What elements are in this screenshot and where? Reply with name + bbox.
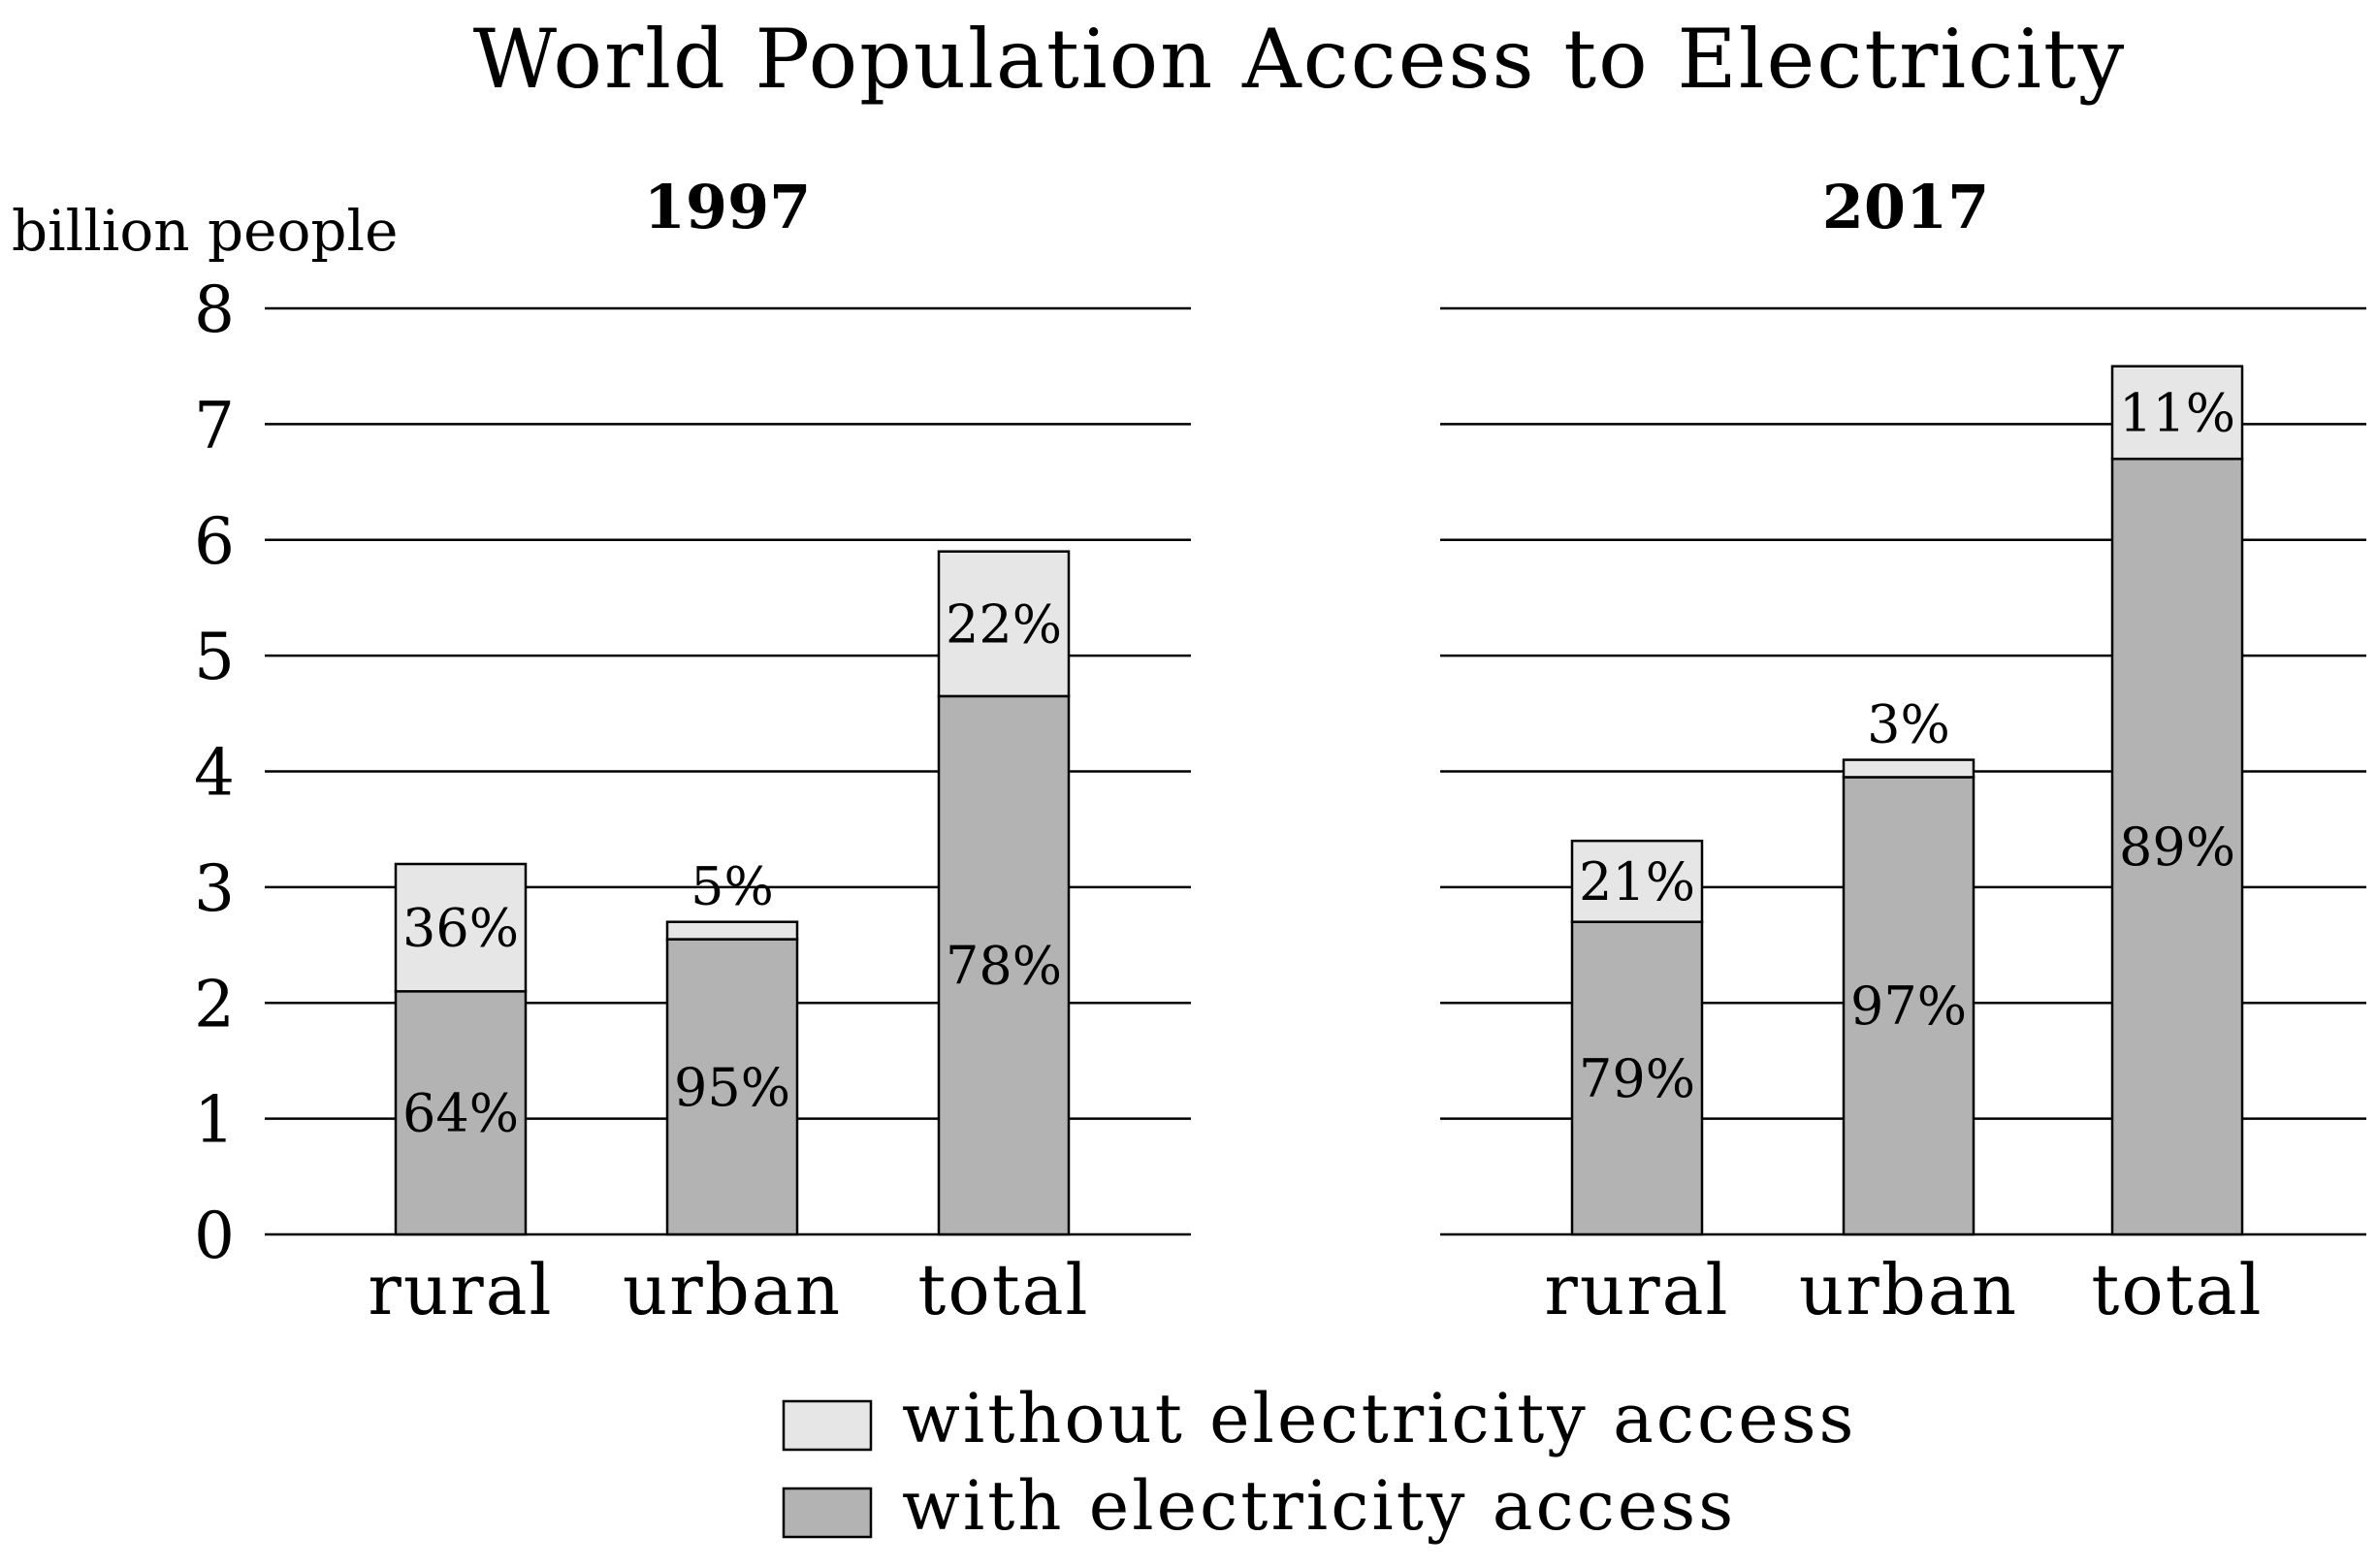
bar-with-total <box>2110 457 2244 1236</box>
bar-without-rural <box>394 862 528 993</box>
data-label-with: 97% <box>1850 976 1967 1037</box>
bar-without-total <box>2110 365 2244 461</box>
x-tick-label: rural <box>1544 1249 1729 1330</box>
y-tick-label: 4 <box>194 736 235 811</box>
bar-without-urban <box>665 920 799 941</box>
legend-label: with electricity access <box>902 1466 1736 1546</box>
data-label-with: 89% <box>2119 816 2235 878</box>
bar-with-urban <box>665 938 799 1236</box>
data-label-without: 5% <box>691 856 774 917</box>
y-tick-label: 5 <box>194 620 235 694</box>
panels: 1997 0 1 2 3 4 5 6 7 8 36% 64% rural 5% 95% urban 22% 78%… <box>194 172 2366 1330</box>
data-label-without: 11% <box>2119 382 2235 443</box>
data-label-with: 79% <box>1579 1048 1695 1109</box>
data-label-with: 64% <box>402 1083 519 1144</box>
y-tick-label: 2 <box>194 967 235 1041</box>
y-tick-label: 0 <box>194 1199 235 1273</box>
bar-without-total <box>937 550 1071 698</box>
y-tick-label: 6 <box>194 504 235 579</box>
x-tick-label: total <box>917 1249 1089 1330</box>
panel-title: 1997 <box>644 172 812 242</box>
legend-swatch <box>782 1399 873 1452</box>
y-tick-label: 3 <box>194 851 235 926</box>
panel-1997: 1997 0 1 2 3 4 5 6 7 8 36% 64% rural 5% 95% urban 22% 78%… <box>194 172 1191 1330</box>
data-label-without: 3% <box>1867 694 1950 755</box>
bar-with-total <box>937 694 1071 1236</box>
bar-without-rural <box>1570 839 1704 923</box>
chart-title: World Population Access to Electricity <box>473 12 2126 107</box>
x-tick-label: rural <box>368 1249 553 1330</box>
panel-title: 2017 <box>1822 172 1990 242</box>
data-label-with: 95% <box>674 1057 790 1118</box>
x-tick-label: urban <box>1799 1249 2018 1330</box>
y-tick-label: 7 <box>194 388 235 463</box>
data-label-with: 78% <box>946 935 1062 996</box>
x-tick-label: total <box>2091 1249 2263 1330</box>
bar-with-rural <box>394 990 528 1236</box>
panel-2017: 2017 21% 79% rural 3% 97% urban 11% 89% total <box>1440 172 2366 1330</box>
y-axis-label: billion people <box>12 198 398 264</box>
y-tick-label: 1 <box>194 1083 235 1158</box>
data-label-without: 22% <box>946 593 1062 655</box>
x-tick-label: urban <box>623 1249 842 1330</box>
bar-with-rural <box>1570 920 1704 1236</box>
legend: without electricity access with electrici… <box>782 1379 1856 1546</box>
bar-with-urban <box>1842 776 1975 1236</box>
legend-label: without electricity access <box>902 1379 1856 1458</box>
bar-without-urban <box>1842 758 1975 779</box>
data-label-without: 36% <box>402 898 519 959</box>
y-tick-label: 8 <box>194 272 235 347</box>
legend-swatch <box>782 1487 873 1539</box>
data-label-without: 21% <box>1579 851 1695 912</box>
